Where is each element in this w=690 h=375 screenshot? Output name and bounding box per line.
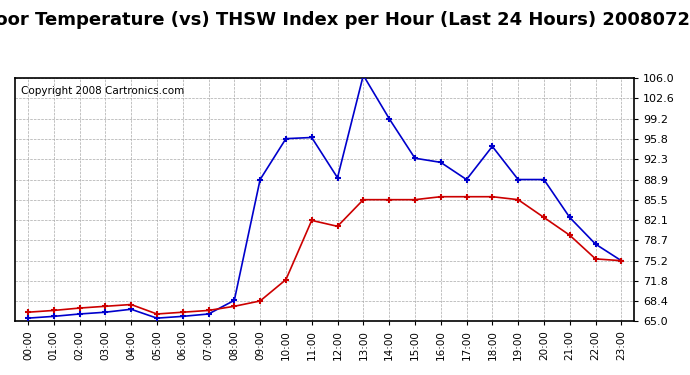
Text: Copyright 2008 Cartronics.com: Copyright 2008 Cartronics.com xyxy=(21,86,184,96)
Text: Outdoor Temperature (vs) THSW Index per Hour (Last 24 Hours) 20080720: Outdoor Temperature (vs) THSW Index per … xyxy=(0,11,690,29)
